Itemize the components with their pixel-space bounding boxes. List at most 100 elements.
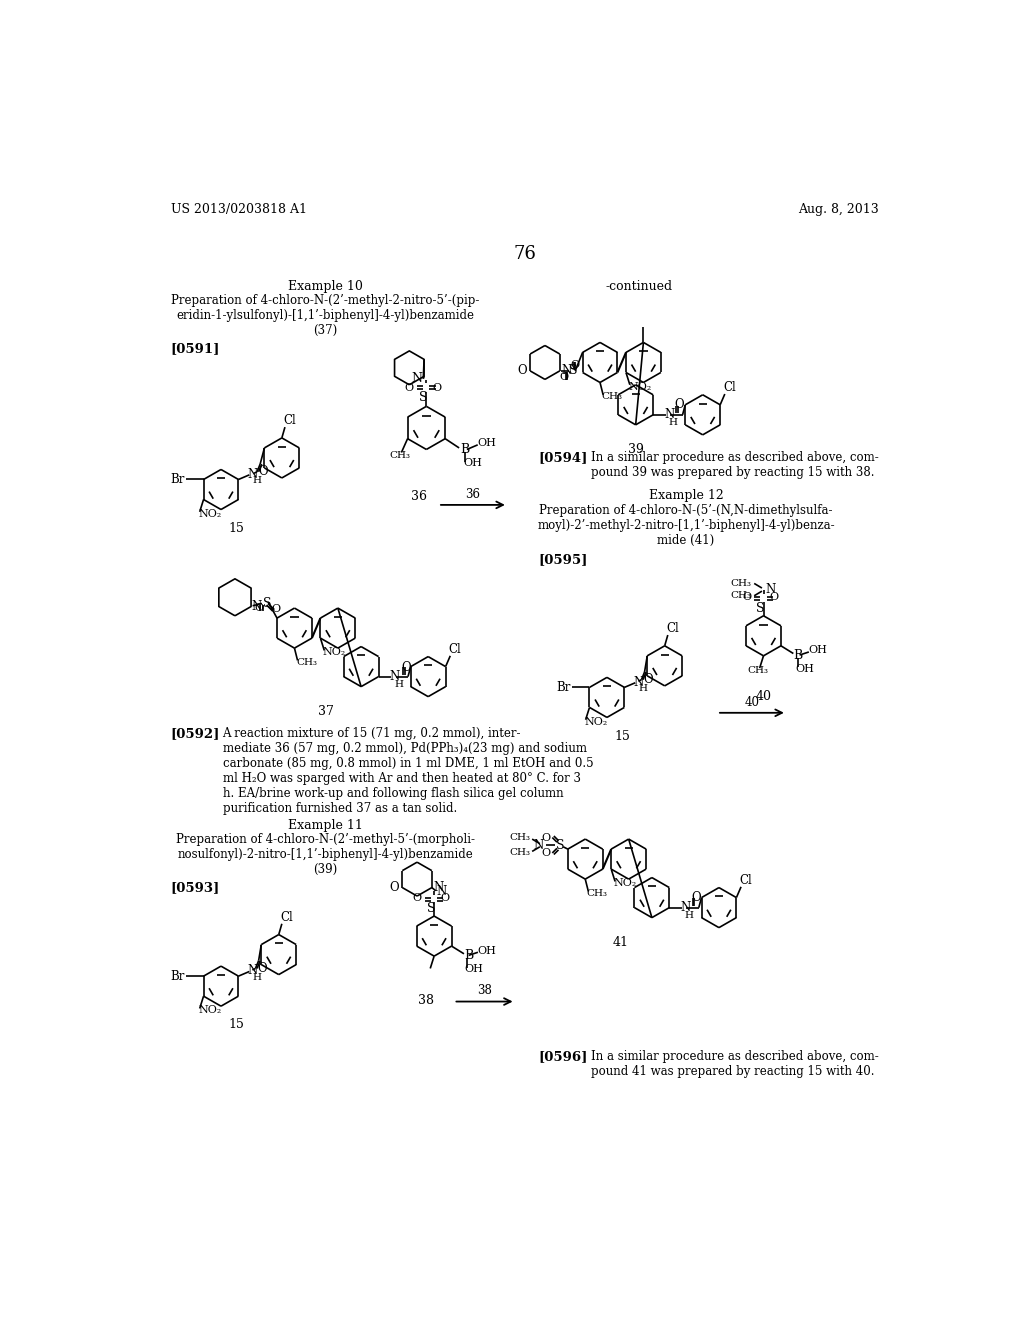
Text: Aug. 8, 2013: Aug. 8, 2013 [799,203,879,216]
Text: Example 11: Example 11 [288,818,364,832]
Text: O: O [413,892,422,903]
Text: N: N [436,884,446,898]
Text: -continued: -continued [606,280,673,293]
Text: 76: 76 [513,244,537,263]
Text: In a similar procedure as described above, com-
pound 39 was prepared by reactin: In a similar procedure as described abov… [591,451,879,479]
Text: 38: 38 [477,985,492,998]
Text: CH₃: CH₃ [730,591,751,601]
Text: CH₃: CH₃ [730,579,751,587]
Text: Example 12: Example 12 [648,490,723,503]
Text: S: S [756,602,765,615]
Text: S: S [556,838,564,851]
Text: OH: OH [796,664,814,673]
Text: CH₃: CH₃ [296,657,317,667]
Text: H: H [252,973,261,982]
Text: O: O [542,833,551,842]
Text: H: H [394,680,403,689]
Text: O: O [389,880,399,894]
Text: N: N [389,671,399,684]
Text: O: O [271,605,281,614]
Text: O: O [404,383,414,393]
Text: N: N [561,364,571,378]
Text: Example 10: Example 10 [288,280,364,293]
Text: O: O [742,593,751,602]
Text: S: S [427,903,435,915]
Text: CH₃: CH₃ [510,833,530,842]
Text: [0591]: [0591] [171,342,220,355]
Text: N: N [534,838,544,851]
Text: 36: 36 [465,487,480,500]
Text: A reaction mixture of 15 (71 mg, 0.2 mmol), inter-
mediate 36 (57 mg, 0.2 mmol),: A reaction mixture of 15 (71 mg, 0.2 mmo… [222,726,593,814]
Text: OH: OH [808,645,827,656]
Text: N: N [248,964,258,977]
Text: N: N [248,467,258,480]
Text: Preparation of 4-chloro-N-(2’-methyl-2-nitro-5’-(pip-
eridin-1-ylsulfonyl)-[1,1’: Preparation of 4-chloro-N-(2’-methyl-2-n… [171,294,480,337]
Text: O: O [254,603,263,612]
Text: O: O [570,360,580,370]
Text: O: O [770,593,779,602]
Text: Cl: Cl [739,874,753,887]
Text: N: N [412,372,423,385]
Text: Br: Br [171,970,185,982]
Text: OH: OH [477,945,496,956]
Text: O: O [643,673,652,686]
Text: 36: 36 [411,490,427,503]
Text: [0594]: [0594] [539,451,588,465]
Text: S: S [569,364,578,378]
Text: NO₂: NO₂ [584,717,607,726]
Text: Cl: Cl [723,381,736,395]
Text: 41: 41 [613,936,629,949]
Text: 37: 37 [318,705,334,718]
Text: NO₂: NO₂ [629,381,651,392]
Text: CH₃: CH₃ [389,451,411,461]
Text: N: N [680,902,690,915]
Text: H: H [638,684,647,693]
Text: Cl: Cl [667,622,679,635]
Text: OH: OH [465,964,483,974]
Text: [0593]: [0593] [171,880,220,894]
Text: N: N [766,583,776,597]
Text: [0595]: [0595] [539,553,588,566]
Text: Preparation of 4-chloro-N-(2’-methyl-5’-(morpholi-
nosulfonyl)-2-nitro-[1,1’-bip: Preparation of 4-chloro-N-(2’-methyl-5’-… [176,833,475,876]
Text: H: H [252,477,261,486]
Text: S: S [263,597,271,610]
Text: OH: OH [478,438,497,449]
Text: US 2013/0203818 A1: US 2013/0203818 A1 [171,203,306,216]
Text: H: H [669,418,678,426]
Text: O: O [691,891,700,904]
Text: 15: 15 [228,1019,245,1031]
Text: B: B [794,648,803,661]
Text: O: O [440,892,450,903]
Text: O: O [560,372,569,381]
Text: N: N [634,676,644,689]
Text: S: S [419,391,428,404]
Text: O: O [517,364,527,378]
Text: Br: Br [556,681,571,694]
Text: N: N [251,601,261,612]
Text: 39: 39 [628,444,644,457]
Text: 15: 15 [228,521,245,535]
Text: B: B [464,949,473,962]
Text: 40: 40 [756,689,771,702]
Text: NO₂: NO₂ [613,878,637,888]
Text: CH₃: CH₃ [748,667,769,675]
Text: Cl: Cl [281,911,293,924]
Text: NO₂: NO₂ [323,647,346,657]
Text: NO₂: NO₂ [198,1006,221,1015]
Text: In a similar procedure as described above, com-
pound 41 was prepared by reactin: In a similar procedure as described abov… [591,1051,879,1078]
Text: Cl: Cl [284,414,296,428]
Text: [0592]: [0592] [171,726,220,739]
Text: CH₃: CH₃ [587,890,608,899]
Text: N: N [664,408,674,421]
Text: CH₃: CH₃ [510,849,530,858]
Text: Br: Br [171,473,185,486]
Text: O: O [257,961,266,974]
Text: CH₃: CH₃ [601,392,623,401]
Text: Cl: Cl [449,643,462,656]
Text: 15: 15 [614,730,631,743]
Text: 38: 38 [419,994,434,1007]
Text: OH: OH [463,458,482,469]
Text: 40: 40 [744,696,760,709]
Text: B: B [461,444,470,455]
Text: O: O [401,661,412,675]
